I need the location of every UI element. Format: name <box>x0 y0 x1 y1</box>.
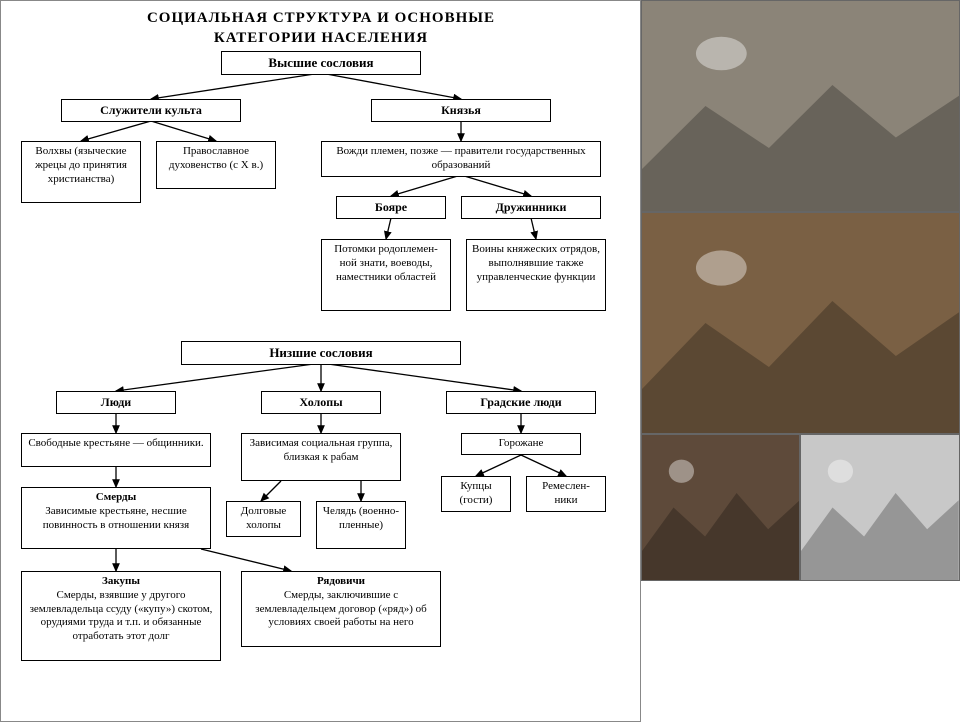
illustration-pagan-idols <box>641 0 960 212</box>
illustration-panel <box>641 0 960 720</box>
box-zakupy: ЗакупыСмерды, взявшие у другого землевла… <box>21 571 221 661</box>
box-princes: Князья <box>371 99 551 122</box>
box-boyare_desc: Потомки родоплемен-ной знати, воеводы, н… <box>321 239 451 311</box>
box-lyudi: Люди <box>56 391 176 414</box>
box-lower: Низшие сословия <box>181 341 461 365</box>
box-druzh: Дружинники <box>461 196 601 219</box>
box-volkhvy: Волхвы (языческие жрецы до принятия хрис… <box>21 141 141 203</box>
box-lyudi_desc: Свободные крестьяне — общинники. <box>21 433 211 467</box>
illustration-boyars-2 <box>800 434 960 581</box>
diagram-title: СОЦИАЛЬНАЯ СТРУКТУРА И ОСНОВНЫЕ КАТЕГОРИ… <box>101 9 541 48</box>
box-clergy: Православное духовенство (с X в.) <box>156 141 276 189</box>
box-boyare: Бояре <box>336 196 446 219</box>
box-kholopy_desc: Зависимая социальная группа, близкая к р… <box>241 433 401 481</box>
box-gorozhane: Горожане <box>461 433 581 455</box>
box-smerdy: СмердыЗависимые крестьяне, несшие повинн… <box>21 487 211 549</box>
box-grad: Градские люди <box>446 391 596 414</box>
illustration-boyars-1 <box>641 434 801 581</box>
box-cult: Служители культа <box>61 99 241 122</box>
box-kholopy: Холопы <box>261 391 381 414</box>
box-kuptsy: Купцы (гости) <box>441 476 511 512</box>
box-chelyad: Челядь (военно-пленные) <box>316 501 406 549</box>
box-dolg: Долговые холопы <box>226 501 301 537</box>
box-ryad: РядовичиСмерды, заключившие с землевладе… <box>241 571 441 647</box>
box-top: Высшие сословия <box>221 51 421 75</box>
social-structure-diagram: СОЦИАЛЬНАЯ СТРУКТУРА И ОСНОВНЫЕ КАТЕГОРИ… <box>0 0 641 722</box>
illustration-baptism-scene <box>641 212 960 434</box>
box-druzh_desc: Воины княжеских отрядов, выполнявшие так… <box>466 239 606 311</box>
box-vozhdi: Вожди племен, позже — правители государс… <box>321 141 601 177</box>
box-remesl: Ремеслен-ники <box>526 476 606 512</box>
